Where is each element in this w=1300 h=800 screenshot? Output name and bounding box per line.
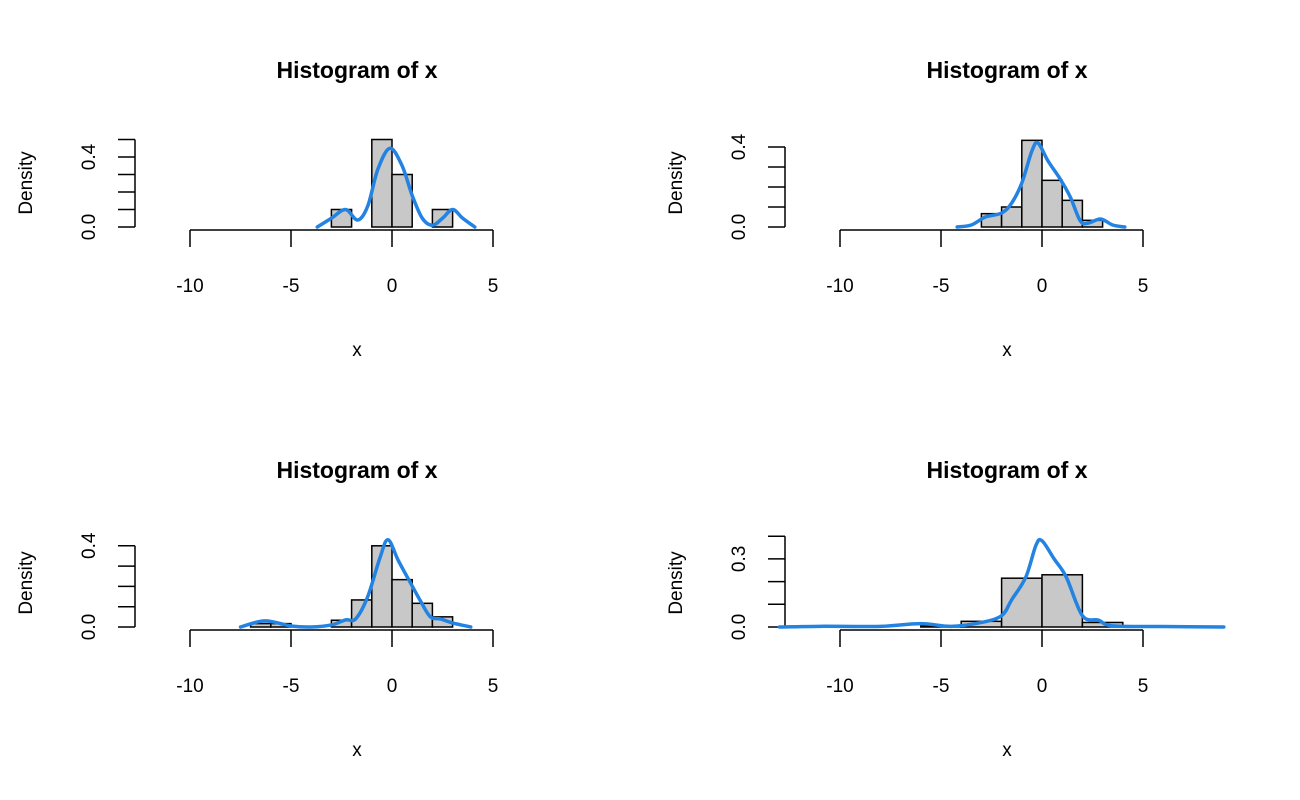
y-tick-label: 0.4 [729, 133, 750, 160]
histogram-panel-3: Histogram of x x Density -10 -5 0 5 0.0 0.4 [16, 457, 498, 761]
density-curve [238, 537, 473, 629]
y-tick-label: 0.4 [79, 532, 100, 559]
x-axis-label: x [1002, 340, 1012, 361]
x-tick-label: 0 [1037, 676, 1048, 697]
x-axis-label: x [1002, 740, 1012, 761]
y-tick-label: 0.4 [79, 143, 100, 170]
y-axis-label: Density [666, 151, 687, 215]
x-tick-label: -5 [933, 676, 950, 697]
x-tick-label: 0 [387, 276, 398, 297]
x-axis-label: x [352, 340, 362, 361]
x-tick-label: 5 [488, 676, 499, 697]
chart-title: Histogram of x [276, 57, 437, 83]
y-tick-label: 0.3 [729, 546, 750, 572]
x-tick-label: -5 [283, 276, 300, 297]
y-tick-label: 0.0 [729, 214, 750, 240]
x-tick-label: -10 [176, 676, 203, 697]
y-tick-label: 0.0 [79, 214, 100, 240]
chart-title: Histogram of x [926, 457, 1087, 483]
x-tick-label: 5 [1138, 276, 1149, 297]
x-tick-label: 0 [1037, 276, 1048, 297]
chart-title: Histogram of x [276, 457, 437, 483]
histogram-bar [391, 173, 413, 228]
density-curve [315, 146, 477, 229]
x-axis-label: x [352, 740, 362, 761]
x-tick-label: -10 [826, 276, 853, 297]
x-tick-label: -10 [176, 276, 203, 297]
histogram-bar [391, 578, 413, 628]
y-axis-label: Density [666, 551, 687, 615]
x-tick-label: 5 [488, 276, 499, 297]
x-tick-label: 0 [387, 676, 398, 697]
x-tick-label: -10 [826, 676, 853, 697]
density-curve [955, 140, 1127, 229]
y-tick-label: 0.0 [729, 614, 750, 640]
y-axis-label: Density [16, 551, 37, 615]
histogram-panel-1: Histogram of x x Density -10 -5 0 5 0.0 0.4 [16, 57, 498, 361]
x-tick-label: -5 [933, 276, 950, 297]
density-curve [777, 537, 1226, 629]
histogram-bar [1041, 179, 1063, 228]
chart-title: Histogram of x [926, 57, 1087, 83]
x-tick-label: -5 [283, 676, 300, 697]
histogram-bar [371, 545, 393, 628]
histogram-panel-4: Histogram of x x Density -10 -5 0 5 0.0 0.3 [666, 457, 1226, 761]
y-axis-label: Density [16, 151, 37, 215]
y-tick-label: 0.0 [79, 614, 100, 640]
x-tick-label: 5 [1138, 676, 1149, 697]
histogram-panel-2: Histogram of x x Density -10 -5 0 5 0.0 0.4 [666, 57, 1148, 361]
